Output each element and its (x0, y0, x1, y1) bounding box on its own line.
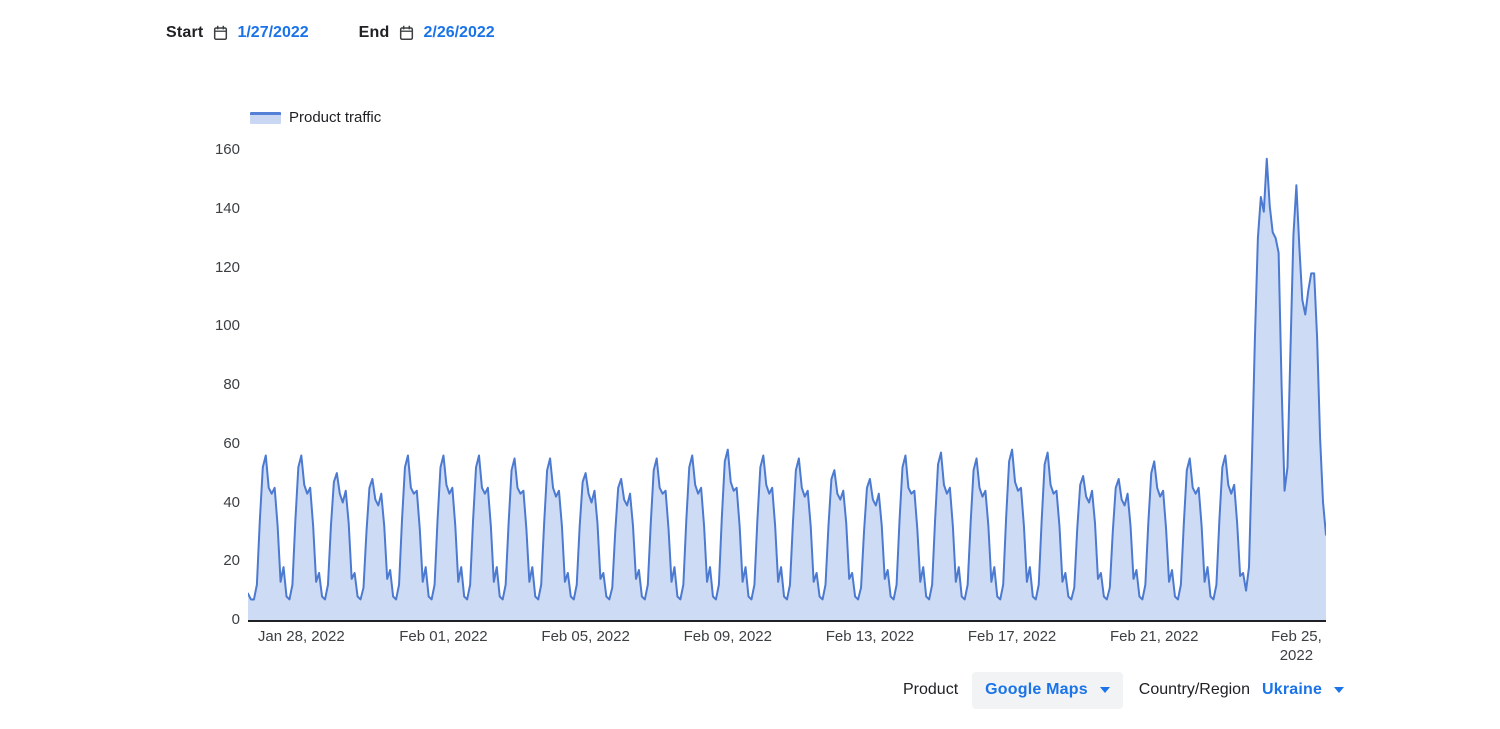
x-axis-line (248, 620, 1326, 622)
date-range-controls: Start 1/27/2022 End 2/26/2022 (166, 24, 495, 42)
end-label: End (358, 24, 390, 41)
y-tick-label: 0 (231, 611, 240, 628)
calendar-icon[interactable] (213, 25, 228, 41)
legend-label: Product traffic (289, 109, 382, 126)
legend-swatch-icon (250, 111, 281, 124)
start-label: Start (166, 24, 204, 41)
product-dropdown[interactable]: Google Maps (972, 671, 1123, 709)
x-tick-label: Feb 21, 2022 (1110, 628, 1199, 645)
end-date-picker-button[interactable] (389, 25, 414, 41)
country-region-label: Country/Region (1138, 681, 1250, 698)
x-tick-label: Feb 01, 2022 (399, 628, 488, 645)
chart-legend: Product traffic (250, 109, 381, 126)
country-region-dropdown[interactable]: Ukraine (1261, 681, 1345, 699)
start-date-picker-button[interactable] (203, 25, 228, 41)
start-date-link[interactable]: 1/27/2022 (237, 24, 309, 41)
x-tick-label: Feb 25, 2022 (1270, 628, 1322, 664)
traffic-area-fill (248, 158, 1326, 620)
y-tick-label: 60 (223, 434, 240, 452)
end-date-link[interactable]: 2/26/2022 (423, 24, 495, 41)
y-tick-label: 100 (214, 317, 240, 335)
product-label: Product (903, 681, 959, 698)
filters-row: Product Google Maps Country/Region Ukrai… (903, 671, 1345, 709)
y-tick-label: 120 (214, 258, 240, 276)
traffic-area-chart[interactable] (247, 139, 1327, 621)
chevron-down-icon (1099, 687, 1110, 693)
product-dropdown-value: Google Maps (985, 681, 1088, 698)
y-tick-label: 40 (223, 493, 240, 511)
y-tick-label: 140 (214, 199, 240, 217)
x-tick-label: Feb 13, 2022 (825, 628, 915, 645)
y-tick-label: 80 (223, 376, 240, 393)
y-tick-label: 160 (214, 141, 240, 158)
end-date-group: End 2/26/2022 (359, 24, 495, 42)
calendar-icon[interactable] (399, 25, 414, 41)
chevron-down-icon (1334, 687, 1345, 693)
y-tick-label: 20 (223, 552, 240, 570)
x-tick-label: Jan 28, 2022 (257, 628, 345, 645)
x-tick-label: Feb 09, 2022 (683, 628, 772, 645)
x-tick-label: Feb 05, 2022 (541, 628, 630, 645)
country-region-dropdown-value: Ukraine (1261, 681, 1323, 698)
x-tick-label: Feb 17, 2022 (967, 628, 1057, 645)
traffic-line (247, 157, 1327, 601)
